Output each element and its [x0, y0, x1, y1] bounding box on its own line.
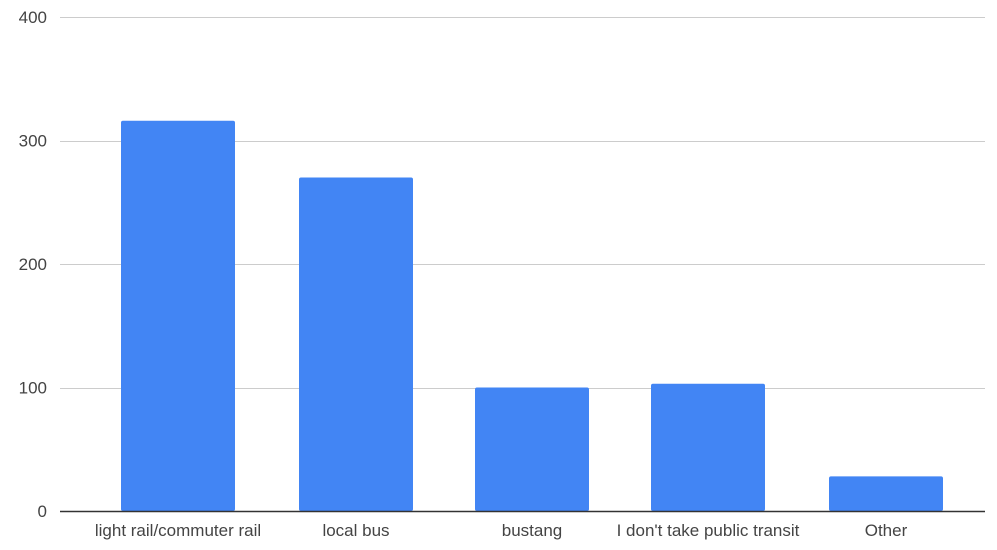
y-tick-label-0: 0	[38, 502, 47, 521]
y-tick-label-200: 200	[19, 255, 47, 274]
x-tick-label-2: bustang	[502, 521, 563, 540]
x-tick-label-0: light rail/commuter rail	[95, 521, 261, 540]
x-tick-labels: light rail/commuter rail local bus bustang…	[95, 521, 908, 540]
bar-0	[121, 120, 235, 512]
bar-2	[475, 387, 589, 511]
y-tick-label-300: 300	[19, 132, 47, 151]
bar-4	[829, 476, 943, 511]
bar-1	[299, 177, 413, 512]
x-tick-label-3: I don't take public transit	[617, 521, 800, 540]
x-tick-label-4: Other	[865, 521, 908, 540]
y-tick-label-100: 100	[19, 379, 47, 398]
y-tick-labels: 0 100 200 300 400	[19, 8, 47, 521]
x-tick-label-1: local bus	[322, 521, 389, 540]
bars	[121, 120, 943, 512]
y-tick-label-400: 400	[19, 8, 47, 27]
bar-3	[651, 383, 765, 511]
